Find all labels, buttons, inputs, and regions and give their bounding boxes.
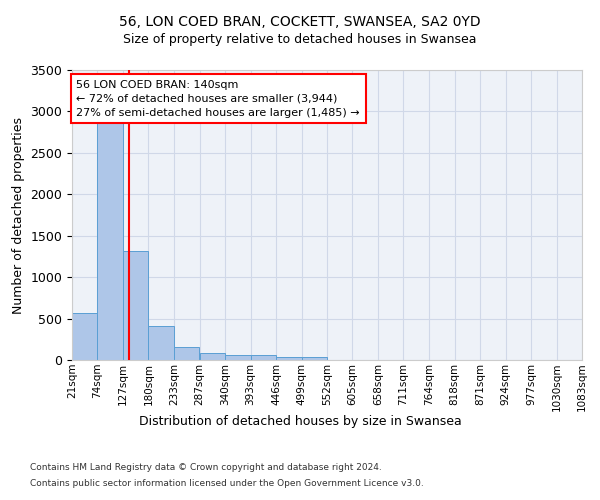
Bar [251, 356, 276, 360]
Text: Contains HM Land Registry data © Crown copyright and database right 2024.: Contains HM Land Registry data © Crown c… [30, 464, 382, 472]
Text: Size of property relative to detached houses in Swansea: Size of property relative to detached ho… [123, 32, 477, 46]
Text: Distribution of detached houses by size in Swansea: Distribution of detached houses by size … [139, 415, 461, 428]
Bar [148, 326, 174, 360]
Bar [174, 347, 199, 360]
Text: 56 LON COED BRAN: 140sqm
← 72% of detached houses are smaller (3,944)
27% of sem: 56 LON COED BRAN: 140sqm ← 72% of detach… [76, 80, 360, 118]
Bar [97, 120, 123, 360]
Bar [72, 313, 97, 360]
Text: Contains public sector information licensed under the Open Government Licence v3: Contains public sector information licen… [30, 478, 424, 488]
Bar [123, 252, 148, 360]
Bar [200, 354, 225, 360]
Text: 56, LON COED BRAN, COCKETT, SWANSEA, SA2 0YD: 56, LON COED BRAN, COCKETT, SWANSEA, SA2… [119, 15, 481, 29]
Y-axis label: Number of detached properties: Number of detached properties [12, 116, 25, 314]
Bar [225, 356, 251, 360]
Bar [276, 356, 302, 360]
Bar [302, 356, 327, 360]
